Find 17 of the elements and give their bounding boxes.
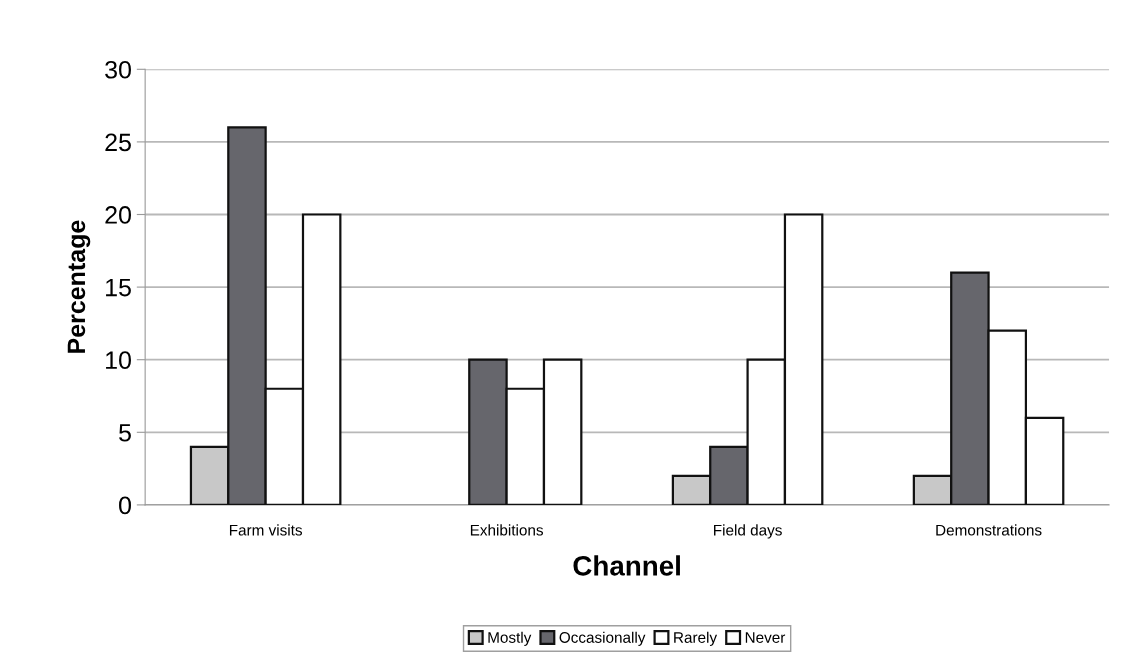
y-tick-label: 10	[106, 351, 131, 369]
y-tick-label: 15	[106, 278, 131, 297]
y-tick-label: 0	[119, 496, 131, 515]
legend-label: Never	[745, 632, 786, 643]
legend-label: Occasionally	[559, 631, 646, 646]
x-tick-label: Demonstrations	[936, 524, 1042, 536]
x-tick-label: Farm visits	[229, 524, 303, 536]
y-axis-title: Percentage	[67, 220, 91, 353]
x-tick-label: Exhibitions	[470, 524, 544, 536]
x-tick-label: Field days	[714, 524, 782, 539]
legend-label: Rarely	[674, 631, 718, 646]
y-tick-label: 5	[119, 424, 131, 442]
y-tick-label: 30	[105, 60, 131, 79]
y-tick-label: 25	[105, 133, 131, 152]
y-tick-label: 20	[105, 206, 131, 224]
x-axis-title: Channel	[573, 555, 680, 576]
legend-label: Mostly	[488, 631, 532, 646]
